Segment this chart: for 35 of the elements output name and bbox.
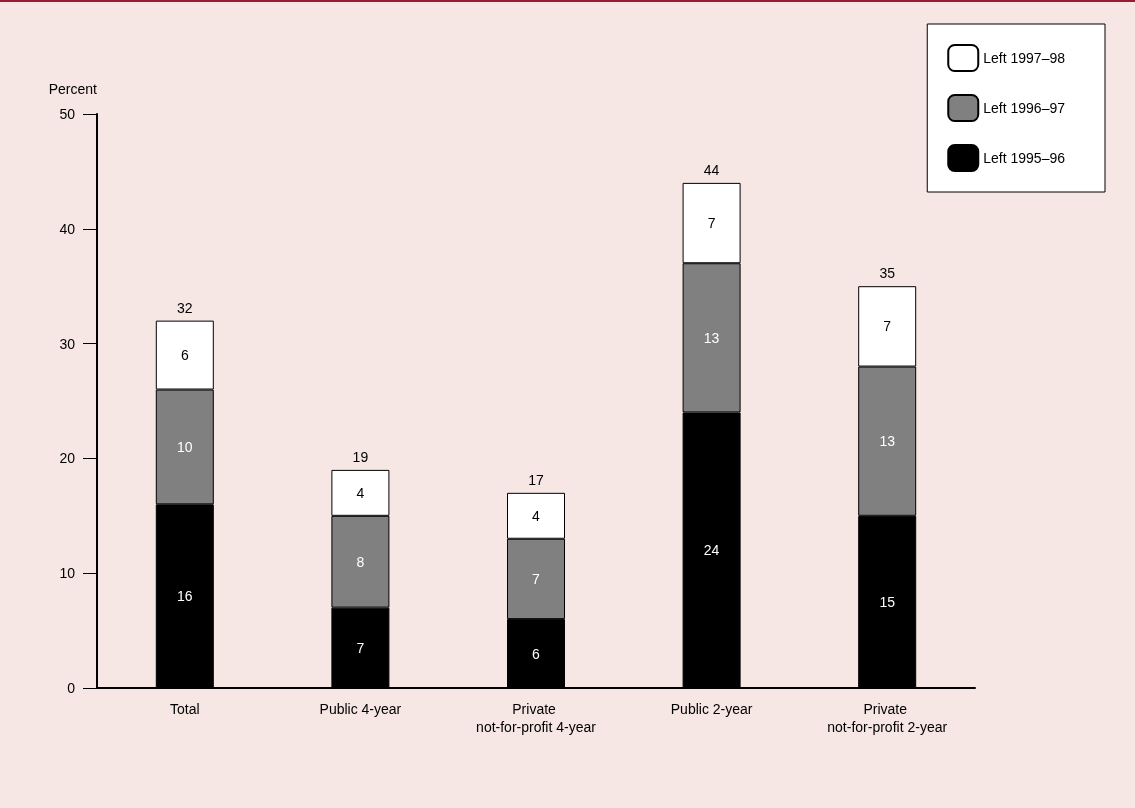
data-label: 24	[703, 542, 720, 559]
y-tick-label: 0	[67, 680, 76, 696]
data-label: 6	[532, 645, 541, 662]
data-label: 4	[532, 507, 541, 524]
data-label: 7	[707, 215, 716, 232]
total-label: 32	[177, 299, 193, 316]
legend-label: Left 1996–97	[983, 100, 1066, 116]
y-axis-title: Percent	[48, 81, 98, 97]
total-label: 17	[528, 471, 544, 488]
y-tick-label: 30	[59, 335, 76, 352]
y-tick-label: 20	[59, 450, 76, 467]
x-tick-label: Private not-for-profit 2-year	[827, 701, 948, 735]
total-label: 19	[352, 448, 369, 465]
y-tick-label: 50	[59, 106, 76, 122]
x-tick-label: Private not-for-profit 4-year	[476, 701, 597, 735]
data-label: 13	[703, 329, 720, 346]
x-tick-label: Total	[170, 701, 200, 717]
data-label: 16	[177, 588, 193, 605]
data-label: 13	[879, 433, 896, 450]
data-label: 8	[356, 553, 365, 570]
data-label: 7	[532, 570, 541, 587]
data-label: 7	[883, 318, 892, 335]
y-tick-label: 40	[59, 220, 76, 237]
x-tick-label: Public 2-year	[670, 701, 753, 717]
x-tick-label: Public 4-year	[319, 701, 402, 717]
data-label: 6	[180, 347, 189, 364]
data-label: 4	[356, 484, 365, 501]
legend-label: Left 1995–96	[983, 150, 1066, 166]
total-label: 44	[703, 161, 720, 178]
data-label: 7	[356, 639, 365, 656]
legend-label: Left 1997–98	[983, 50, 1066, 66]
y-tick-label: 10	[59, 565, 76, 582]
data-label: 10	[177, 438, 193, 455]
total-label: 35	[879, 265, 896, 282]
data-label: 15	[879, 593, 896, 610]
